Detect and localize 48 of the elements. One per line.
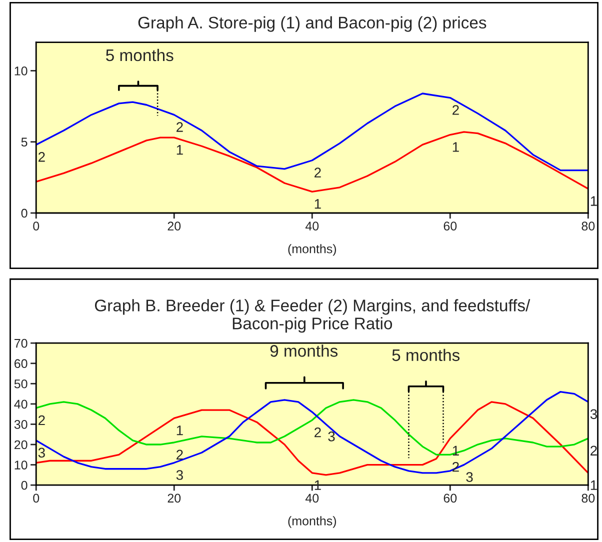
y-tick-label: 10	[14, 66, 28, 76]
y-tick-label: 60	[14, 359, 28, 368]
annotation: 1	[176, 426, 183, 436]
x-tick-label: 40	[305, 494, 319, 503]
annotation: 3	[590, 409, 597, 420]
y-tick-label: 20	[14, 440, 28, 450]
x-tick-label: 0	[33, 494, 40, 503]
annotation: 3	[176, 470, 183, 480]
annotation: 3	[466, 472, 473, 482]
chart-title: Graph A. Store-pig (1) and Bacon-pig (2) prices	[138, 16, 486, 32]
annotation: 1	[176, 145, 183, 155]
annotation: 5 months	[106, 48, 174, 62]
annotation: 2	[452, 105, 459, 115]
annotation: 5 months	[392, 348, 460, 362]
annotation: 3	[38, 448, 45, 458]
y-tick-label: 50	[14, 379, 28, 388]
y-tick-label: 70	[14, 338, 28, 348]
x-tick-label: 0	[33, 222, 40, 231]
x-axis-title: (months)	[288, 516, 336, 528]
y-tick-label: 0	[21, 208, 28, 218]
x-tick-label: 80	[582, 494, 595, 503]
y-tick-label: 10	[14, 460, 28, 470]
x-tick-label: 20	[168, 494, 181, 503]
x-axis-title: (months)	[288, 244, 336, 256]
line-series	[36, 131, 588, 192]
annotation: 9 months	[270, 344, 338, 357]
annotation: 1	[314, 199, 321, 209]
annotation: 2	[314, 427, 321, 438]
annotation: 2	[38, 415, 45, 426]
y-tick-label: 5	[21, 138, 28, 147]
annotation: 3	[328, 432, 335, 442]
y-tick-label: 0	[21, 480, 28, 490]
annotation: 2	[590, 446, 597, 456]
annotation: 2	[38, 152, 45, 162]
y-tick-label: 30	[14, 420, 28, 429]
y-tick-label: 40	[14, 400, 28, 409]
x-tick-label: 40	[305, 222, 319, 231]
x-tick-label: 60	[444, 494, 457, 503]
annotation: 1	[590, 196, 597, 206]
annotation: 2	[176, 450, 183, 460]
x-tick-label: 20	[168, 222, 181, 231]
annotation: 1	[590, 480, 597, 490]
x-tick-label: 80	[582, 222, 595, 231]
annotation: 2	[314, 168, 321, 178]
annotation: 2	[176, 122, 183, 132]
chart-title: Graph B. Breeder (1) & Feeder (2) Margins, and feedstuffs/ Bacon-pig Price Ratio	[94, 299, 530, 333]
x-tick-label: 60	[444, 222, 457, 231]
annotation: 1	[452, 142, 459, 152]
